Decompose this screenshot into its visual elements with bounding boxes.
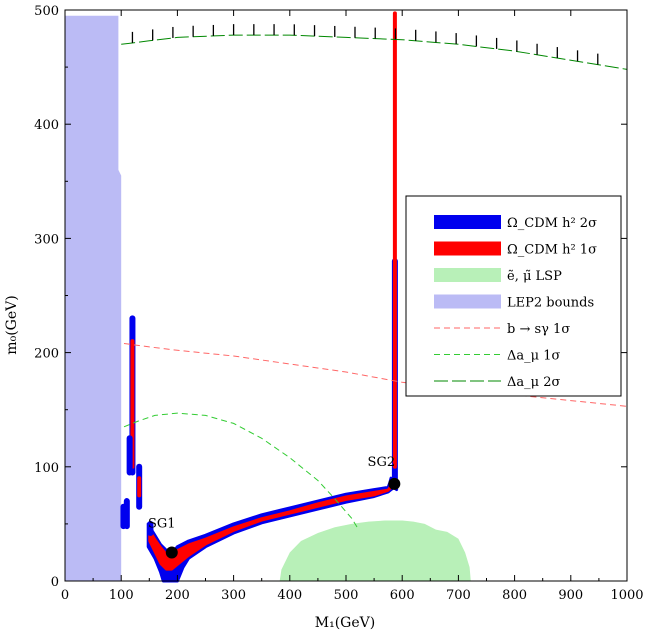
benchmark-label-sg2: SG2 bbox=[368, 455, 396, 470]
benchmark-point-sg2 bbox=[388, 477, 401, 490]
x-tick-label: 700 bbox=[446, 588, 471, 603]
y-tick-label: 0 bbox=[51, 575, 59, 590]
lep2-bounds-region bbox=[65, 15, 122, 581]
legend-label: Δa_μ 1σ bbox=[507, 349, 560, 364]
bsgamma-1sigma-line bbox=[123, 343, 628, 407]
legend-label: ẽ, μ̃ LSP bbox=[507, 269, 562, 284]
legend-label: Ω_CDM h² 2σ bbox=[507, 216, 597, 231]
x-tick-label: 100 bbox=[109, 588, 134, 603]
x-tick-label: 400 bbox=[277, 588, 302, 603]
y-tick-label: 100 bbox=[34, 461, 59, 476]
x-tick-label: 300 bbox=[221, 588, 246, 603]
legend-label: Ω_CDM h² 1σ bbox=[507, 243, 597, 258]
y-axis-label: m₀(GeV) bbox=[4, 295, 20, 354]
x-tick-label: 200 bbox=[165, 588, 190, 603]
legend-label: Δa_μ 2σ bbox=[507, 375, 560, 390]
legend-label: LEP2 bounds bbox=[507, 296, 594, 311]
x-tick-label: 600 bbox=[390, 588, 415, 603]
x-tick-label: 900 bbox=[558, 588, 583, 603]
y-tick-label: 400 bbox=[34, 118, 59, 133]
legend-swatch bbox=[434, 268, 501, 282]
axes-frame: 0 100 200 300 400 500 600 700 800 900 1000 0 100 200 3… bbox=[34, 4, 643, 603]
x-tick-label: 0 bbox=[61, 588, 69, 603]
legend-swatch bbox=[434, 294, 501, 309]
slepton-lsp-region bbox=[279, 520, 471, 581]
x-tick-label: 1000 bbox=[610, 588, 643, 603]
x-tick-label: 500 bbox=[334, 588, 359, 603]
amu-2sigma-line bbox=[121, 34, 628, 70]
y-tick-label: 200 bbox=[34, 347, 59, 362]
plot-area: SG1 SG2 bbox=[65, 11, 628, 583]
x-tick-label: 800 bbox=[502, 588, 527, 603]
benchmark-point-sg1 bbox=[165, 546, 178, 559]
legend-label: b → sγ 1σ bbox=[507, 322, 570, 337]
y-tick-label: 300 bbox=[34, 232, 59, 247]
legend-swatch bbox=[434, 215, 501, 229]
x-axis-label: M₁(GeV) bbox=[315, 615, 375, 631]
y-tick-label: 500 bbox=[34, 4, 59, 19]
legend-swatch bbox=[434, 241, 501, 256]
benchmark-label-sg1: SG1 bbox=[148, 516, 176, 531]
legend: Ω_CDM h² 2σ Ω_CDM h² 1σ ẽ, μ̃ LSP LEP2 boun… bbox=[405, 195, 622, 397]
amu-1sigma-line bbox=[123, 412, 358, 528]
